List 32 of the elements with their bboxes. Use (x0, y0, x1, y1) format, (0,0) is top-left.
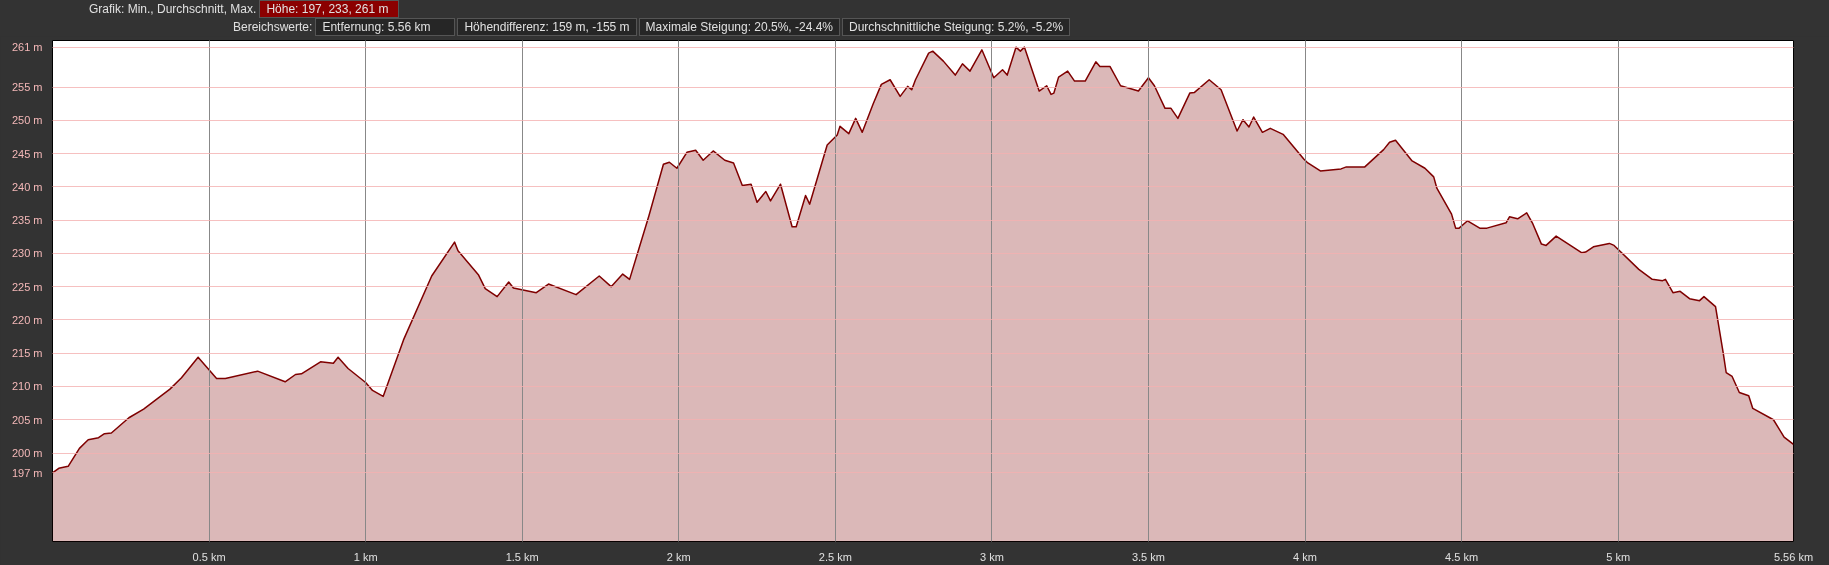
x-tick-label: 5 km (1606, 550, 1631, 563)
y-tick-label: 250 m (11, 114, 43, 127)
x-tick-label: 4 km (1293, 550, 1317, 563)
y-tick-label: 197 m (11, 466, 43, 479)
y-tick-label: 235 m (11, 214, 43, 227)
y-tick-label: 210 m (11, 380, 43, 393)
y-tick-label: 215 m (11, 347, 43, 360)
x-tick-label: 4.5 km (1445, 550, 1479, 563)
annotation: Entfernung: 5.56 km (315, 18, 456, 36)
annotation: Grafik: Min., Durchschnitt, Max. (88, 2, 258, 16)
y-tick-label: 230 m (11, 247, 43, 260)
y-tick-label: 200 m (11, 447, 43, 460)
annotation: Höhendifferenz: 159 m, -155 m (457, 18, 637, 36)
x-tick-label: 2.5 km (818, 550, 852, 563)
x-tick-label: 3 km (979, 550, 1004, 563)
annotation: Maximale Steigung: 20.5%, -24.4% (638, 18, 841, 36)
y-tick-label: 240 m (11, 180, 43, 193)
y-tick-label: 220 m (11, 313, 43, 326)
y-tick-label: 245 m (11, 147, 43, 160)
y-tick-label: 255 m (11, 81, 43, 94)
x-tick-label: 1.5 km (505, 550, 539, 563)
annotation: Bereichswerte: (232, 20, 314, 34)
y-tick-label: 225 m (11, 280, 43, 293)
annotation: Durchschnittliche Steigung: 5.2%, -5.2% (842, 18, 1071, 36)
y-tick-label: 205 m (11, 413, 43, 426)
x-tick-label: 5.56 km (1773, 550, 1814, 563)
x-tick-label: 1 km (353, 550, 378, 563)
x-tick-label: 2 km (666, 550, 691, 563)
y-tick-label: 261 m (11, 41, 43, 54)
annotation: Höhe: 197, 233, 261 m (259, 0, 400, 18)
x-tick-label: 0.5 km (192, 550, 226, 563)
x-tick-label: 3.5 km (1131, 550, 1165, 563)
